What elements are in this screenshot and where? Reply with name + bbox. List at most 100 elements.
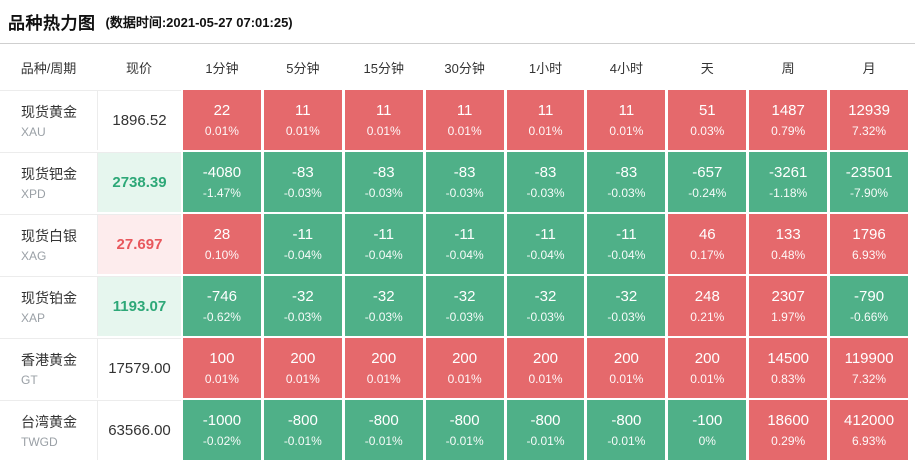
change-value: -100 [692,412,723,429]
instrument-group: 香港黄金 GT 17579.00 [0,338,181,398]
heat-cell[interactable]: -32 -0.03% [506,276,585,336]
heat-cell[interactable]: 46 0.17% [668,214,747,274]
column-header-period: 30分钟 [444,60,485,76]
instrument-name-cell[interactable]: 现货钯金 XPD [0,153,97,212]
change-value: 200 [371,350,397,367]
heat-cell[interactable]: -32 -0.03% [344,276,423,336]
heat-cell[interactable]: 28 0.10% [183,214,261,274]
heat-cell[interactable]: 200 0.01% [668,338,747,398]
change-value: -790 [854,288,885,305]
heat-cell[interactable]: -100 0% [668,400,747,460]
change-percent: 7.32% [852,124,887,138]
heat-cell[interactable]: -83 -0.03% [263,152,342,212]
heat-cell[interactable]: -32 -0.03% [263,276,342,336]
current-price-cell: 1896.52 [97,91,181,150]
change-percent: 0.01% [609,124,644,138]
change-value: -83 [615,164,638,181]
heat-cell[interactable]: 11 0.01% [263,90,342,150]
heat-cell[interactable]: -3261 -1.18% [749,152,828,212]
heat-cell[interactable]: 1487 0.79% [749,90,828,150]
table-row: 现货铂金 XAP 1193.07 -746 -0.62% -32 -0.03% -32 -0.0… [0,276,915,336]
heat-cell[interactable]: 248 0.21% [668,276,747,336]
heat-cell[interactable]: -11 -0.04% [506,214,585,274]
heat-cell[interactable]: 200 0.01% [506,338,585,398]
heat-cell[interactable]: -23501 -7.90% [830,152,909,212]
heat-cell[interactable]: 12939 7.32% [830,90,909,150]
instrument-name-cell[interactable]: 香港黄金 GT [0,339,97,398]
heat-cell[interactable]: -1000 -0.02% [183,400,261,460]
heat-cell[interactable]: 412000 6.93% [830,400,909,460]
change-value: -11 [292,226,314,243]
heat-cell[interactable]: 11 0.01% [344,90,423,150]
instrument-name-cell[interactable]: 现货黄金 XAU [0,91,97,150]
change-percent: -0.04% [607,248,646,262]
instrument-group: 台湾黄金 TWGD 63566.00 [0,400,181,460]
instrument-group: 现货铂金 XAP 1193.07 [0,276,181,336]
change-percent: 0.01% [366,372,401,386]
change-value: -800 [449,412,480,429]
instrument-code: GT [21,373,38,387]
heat-cell[interactable]: -11 -0.04% [344,214,423,274]
instrument-name-cell[interactable]: 现货白银 XAG [0,215,97,274]
heat-cell[interactable]: 18600 0.29% [749,400,828,460]
heat-cell[interactable]: 11 0.01% [587,90,666,150]
instrument-name-cell[interactable]: 台湾黄金 TWGD [0,401,97,460]
change-percent: -0.66% [850,310,889,324]
heat-cell[interactable]: -83 -0.03% [344,152,423,212]
instrument-name-cell[interactable]: 现货铂金 XAP [0,277,97,336]
table-row: 现货黄金 XAU 1896.52 22 0.01% 11 0.01% 11 0.01% 11 0.0… [0,90,915,150]
change-percent: 0.10% [204,248,239,262]
heat-cell[interactable]: -11 -0.04% [263,214,342,274]
heat-cell[interactable]: -83 -0.03% [587,152,666,212]
heat-cell[interactable]: 1796 6.93% [830,214,909,274]
heat-cell[interactable]: -800 -0.01% [344,400,423,460]
instrument-group: 现货白银 XAG 27.697 [0,214,181,274]
heat-cell[interactable]: -800 -0.01% [587,400,666,460]
change-percent: 0.01% [528,372,563,386]
heat-cell[interactable]: -4080 -1.47% [183,152,261,212]
heat-cell[interactable]: -11 -0.04% [587,214,666,274]
table-header-row: 品种/周期 现价 1分钟 5分钟 15分钟 30分钟 1小时 4小时 天 周 月 [0,44,915,90]
change-percent: -0.03% [607,186,646,200]
change-percent: -0.03% [445,310,484,324]
heat-cell[interactable]: 22 0.01% [183,90,261,150]
heat-cell[interactable]: 100 0.01% [183,338,261,398]
heat-cell[interactable]: -800 -0.01% [506,400,585,460]
heat-cell[interactable]: 133 0.48% [749,214,828,274]
heat-cell[interactable]: 200 0.01% [263,338,342,398]
change-value: -32 [291,288,314,305]
change-percent: 0.01% [528,124,563,138]
change-value: 11 [456,102,473,119]
heat-cell[interactable]: 119900 7.32% [830,338,909,398]
heat-cell[interactable]: -790 -0.66% [830,276,909,336]
heat-cell[interactable]: 11 0.01% [425,90,504,150]
heat-cell[interactable]: 11 0.01% [506,90,585,150]
heat-cell[interactable]: -800 -0.01% [263,400,342,460]
period-cells: -1000 -0.02% -800 -0.01% -800 -0.01% -800 -0.01… [183,400,909,460]
change-percent: 0.79% [771,124,806,138]
table-row: 台湾黄金 TWGD 63566.00 -1000 -0.02% -800 -0.01% -80… [0,400,915,460]
header-period-columns: 1分钟 5分钟 15分钟 30分钟 1小时 4小时 天 周 月 [183,58,908,77]
change-value: -23501 [845,164,893,181]
table-body: 现货黄金 XAU 1896.52 22 0.01% 11 0.01% 11 0.01% 11 0.0… [0,90,915,460]
heat-cell[interactable]: -83 -0.03% [425,152,504,212]
heat-cell[interactable]: -657 -0.24% [668,152,747,212]
heat-cell[interactable]: -32 -0.03% [587,276,666,336]
heat-cell[interactable]: 14500 0.83% [749,338,828,398]
column-header-period: 15分钟 [363,60,404,76]
page-title: 品种热力图 [8,14,96,33]
heat-cell[interactable]: -800 -0.01% [425,400,504,460]
change-value: -800 [287,412,318,429]
heat-cell[interactable]: -746 -0.62% [183,276,261,336]
change-percent: -0.01% [283,434,322,448]
heat-cell[interactable]: -11 -0.04% [425,214,504,274]
heat-cell[interactable]: 2307 1.97% [749,276,828,336]
heat-cell[interactable]: 200 0.01% [344,338,423,398]
heat-cell[interactable]: 200 0.01% [587,338,666,398]
heat-cell[interactable]: 200 0.01% [425,338,504,398]
heat-cell[interactable]: -83 -0.03% [506,152,585,212]
heat-cell[interactable]: -32 -0.03% [425,276,504,336]
instrument-code: TWGD [21,435,58,449]
heat-cell[interactable]: 51 0.03% [668,90,747,150]
change-percent: 0% [698,434,716,448]
